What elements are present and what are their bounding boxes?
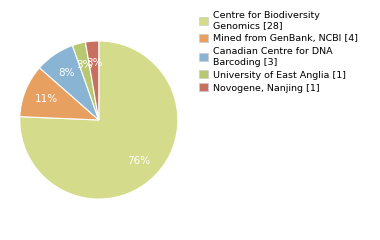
Wedge shape (86, 41, 99, 120)
Text: 76%: 76% (127, 156, 150, 166)
Text: 3%: 3% (86, 58, 102, 68)
Wedge shape (20, 41, 178, 199)
Legend: Centre for Biodiversity
Genomics [28], Mined from GenBank, NCBI [4], Canadian Ce: Centre for Biodiversity Genomics [28], M… (198, 10, 358, 93)
Wedge shape (40, 45, 99, 120)
Text: 11%: 11% (35, 94, 57, 104)
Wedge shape (73, 42, 99, 120)
Wedge shape (20, 68, 99, 120)
Text: 8%: 8% (59, 68, 75, 78)
Text: 3%: 3% (76, 60, 93, 70)
